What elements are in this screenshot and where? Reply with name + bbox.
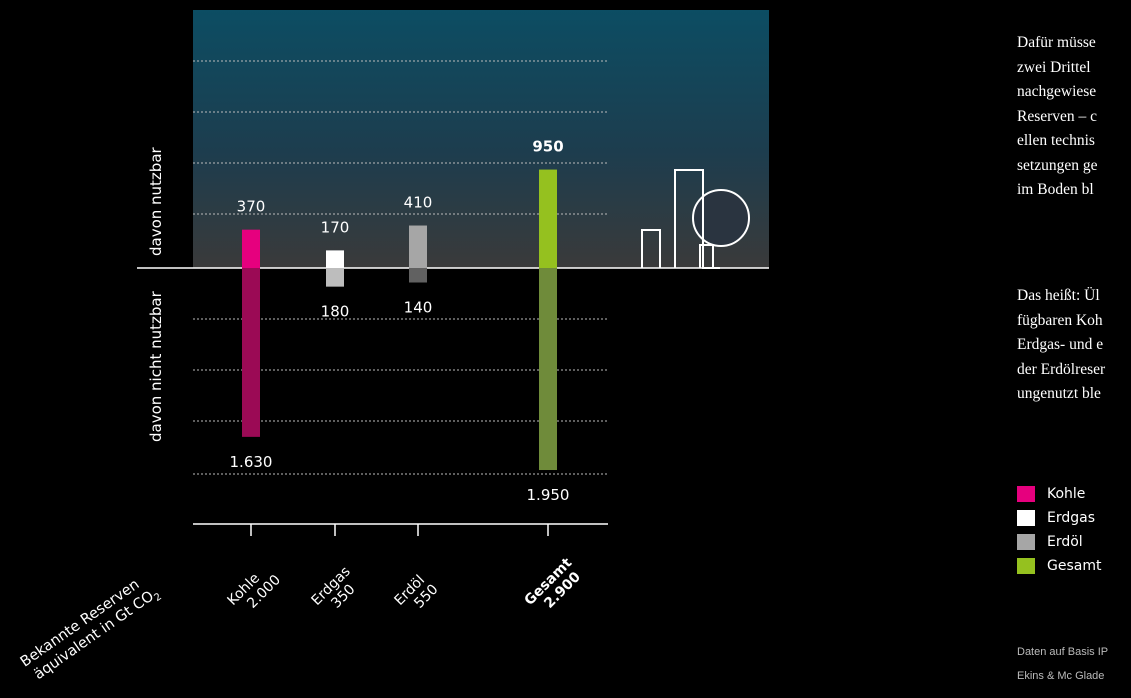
bar-unusable-gesamt — [539, 268, 557, 471]
para1-line: zwei Drittel — [1017, 58, 1091, 76]
source-note: Daten auf Basis IP Ekins & Mc Glade — [1017, 640, 1108, 688]
legend-label: Erdöl — [1047, 534, 1083, 550]
label-usable-kohle: 370 — [237, 198, 266, 216]
lower-axis-label: davon nicht nutzbar — [147, 290, 165, 442]
legend-label: Gesamt — [1047, 558, 1102, 574]
para2-line: Das heißt: Ül — [1017, 287, 1100, 304]
legend-item-kohle: Kohle — [1017, 482, 1101, 506]
para1-line: Reserven – c — [1017, 107, 1098, 125]
legend-item-gesamt: Gesamt — [1017, 554, 1101, 578]
para1-line: Dafür müsse — [1017, 34, 1096, 51]
legend-item-erdoel: Erdöl — [1017, 530, 1101, 554]
paragraph-1: Dafür müsse zwei Drittel nachgewiese Res… — [1017, 31, 1097, 203]
legend: Kohle Erdgas Erdöl Gesamt — [1017, 482, 1101, 578]
para2-line: der Erdölreser — [1017, 360, 1106, 378]
gridlines — [193, 60, 608, 475]
bar-unusable-erdgas — [326, 268, 344, 287]
category-ticks — [250, 524, 549, 536]
label-unusable-gesamt: 1.950 — [527, 486, 570, 504]
bar-usable-erdgas — [326, 250, 344, 268]
legend-swatch — [1017, 486, 1035, 502]
logo-icon — [641, 169, 750, 269]
upper-background — [193, 10, 769, 268]
paragraph-2: Das heißt: Ül fügbaren Koh Erdgas- und e… — [1017, 284, 1105, 407]
source-line: Daten auf Basis IP — [1017, 646, 1109, 658]
legend-swatch — [1017, 534, 1035, 550]
bar-unusable-erdöl — [409, 268, 427, 283]
para2-line: Erdgas- und e — [1017, 336, 1104, 353]
legend-label: Kohle — [1047, 486, 1086, 502]
source-line: Ekins & Mc Glade — [1017, 670, 1105, 682]
para1-line: setzungen ge — [1017, 156, 1098, 174]
bar-usable-gesamt — [539, 169, 557, 268]
bar-unusable-kohle — [242, 268, 260, 437]
axis-title-subscript: 2 — [152, 591, 164, 604]
value-labels: 370 1.630 170 180 410 140 950 1.950 — [230, 138, 570, 504]
para1-line: ellen technis — [1017, 132, 1095, 149]
label-usable-gesamt: 950 — [532, 138, 563, 156]
bar-usable-kohle — [242, 229, 260, 268]
bar-usable-erdöl — [409, 225, 427, 268]
label-usable-erdöl: 410 — [404, 194, 433, 212]
legend-swatch — [1017, 558, 1035, 574]
label-usable-erdgas: 170 — [321, 218, 350, 236]
para2-line: fügbaren Koh — [1017, 311, 1103, 329]
chart: 370 1.630 170 180 410 140 950 1.950 davon nutzb… — [18, 10, 769, 683]
axis-title: Bekannte Reserven äquivalent in Gt CO2 — [18, 577, 164, 683]
para2-line: ungenutzt ble — [1017, 385, 1101, 402]
label-unusable-erdöl: 140 — [404, 299, 433, 317]
para1-line: nachgewiese — [1017, 83, 1097, 100]
legend-swatch — [1017, 510, 1035, 526]
bars — [242, 169, 557, 471]
upper-axis-label: davon nutzbar — [147, 146, 165, 256]
legend-item-erdgas: Erdgas — [1017, 506, 1101, 530]
sidebar: Dafür müsse zwei Drittel nachgewiese Res… — [1017, 0, 1131, 698]
para1-line: im Boden bl — [1017, 181, 1094, 198]
label-unusable-kohle: 1.630 — [230, 453, 273, 471]
label-unusable-erdgas: 180 — [321, 303, 350, 321]
legend-label: Erdgas — [1047, 510, 1096, 526]
